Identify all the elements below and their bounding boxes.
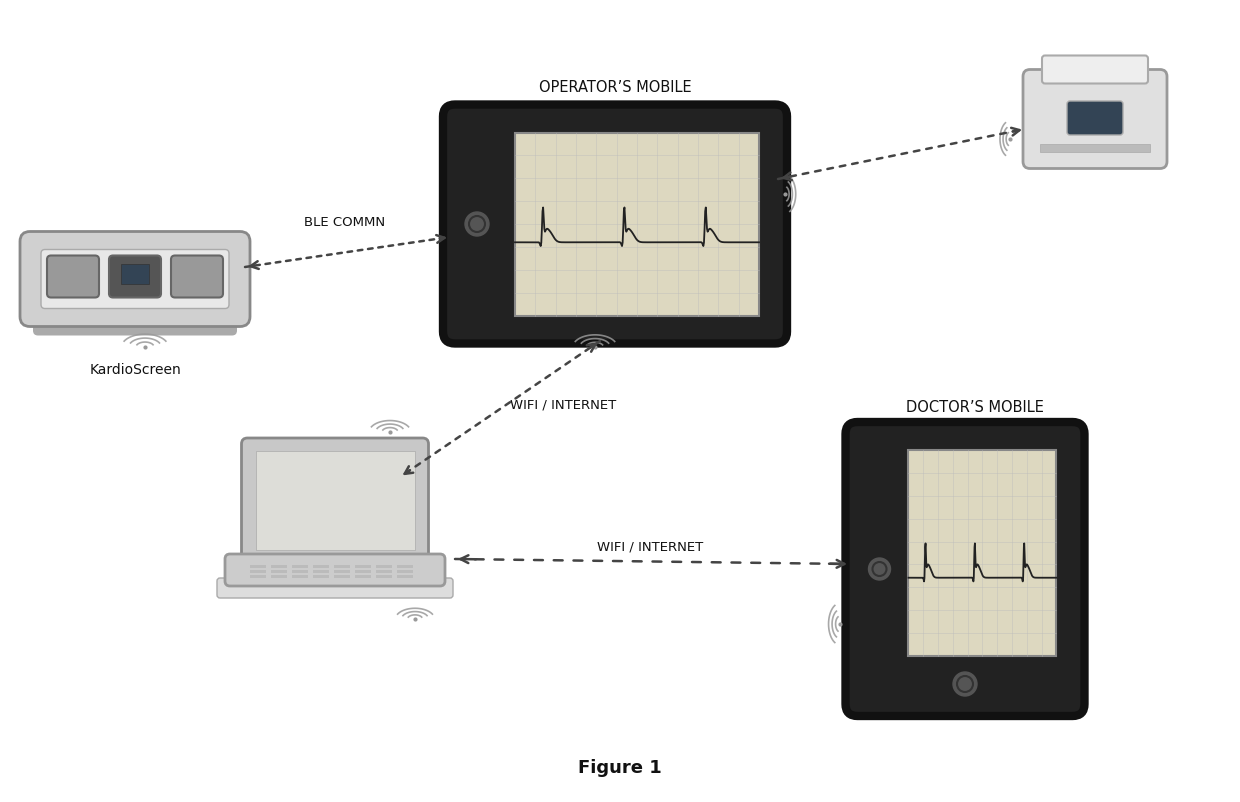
FancyBboxPatch shape bbox=[20, 233, 250, 327]
Bar bbox=[355, 570, 371, 573]
Text: Figure 1: Figure 1 bbox=[578, 758, 662, 776]
Text: WIFI / INTERNET: WIFI / INTERNET bbox=[596, 540, 703, 553]
Bar bbox=[376, 575, 392, 578]
FancyBboxPatch shape bbox=[846, 423, 1085, 716]
Bar bbox=[291, 570, 308, 573]
Bar bbox=[515, 133, 759, 316]
Bar bbox=[909, 451, 1056, 656]
Text: WIFI / INTERNET: WIFI / INTERNET bbox=[510, 398, 616, 411]
Bar bbox=[312, 565, 329, 569]
Bar bbox=[334, 570, 350, 573]
FancyBboxPatch shape bbox=[1023, 71, 1167, 169]
Text: KardioScreen: KardioScreen bbox=[89, 363, 181, 376]
Bar bbox=[312, 570, 329, 573]
FancyBboxPatch shape bbox=[224, 554, 445, 586]
Bar bbox=[255, 452, 414, 550]
Bar bbox=[355, 565, 371, 569]
Bar bbox=[122, 264, 149, 284]
Bar bbox=[272, 575, 286, 578]
Bar bbox=[1040, 144, 1149, 152]
FancyBboxPatch shape bbox=[1066, 102, 1123, 136]
FancyBboxPatch shape bbox=[217, 578, 453, 598]
Bar bbox=[272, 565, 286, 569]
Bar bbox=[376, 565, 392, 569]
Bar bbox=[250, 575, 267, 578]
FancyBboxPatch shape bbox=[1042, 56, 1148, 84]
Bar bbox=[397, 575, 413, 578]
FancyBboxPatch shape bbox=[443, 105, 787, 344]
Bar bbox=[334, 575, 350, 578]
FancyBboxPatch shape bbox=[41, 250, 229, 309]
Bar bbox=[291, 565, 308, 569]
Circle shape bbox=[868, 558, 890, 581]
Text: BLE COMMN: BLE COMMN bbox=[305, 215, 386, 229]
Bar bbox=[376, 570, 392, 573]
Text: DOCTOR’S MOBILE: DOCTOR’S MOBILE bbox=[906, 400, 1044, 415]
Bar bbox=[250, 565, 267, 569]
Bar bbox=[250, 570, 267, 573]
Bar bbox=[355, 575, 371, 578]
Bar bbox=[312, 575, 329, 578]
Bar bbox=[291, 575, 308, 578]
FancyBboxPatch shape bbox=[109, 256, 161, 298]
Circle shape bbox=[954, 672, 977, 696]
Bar bbox=[397, 565, 413, 569]
FancyBboxPatch shape bbox=[242, 439, 429, 565]
FancyBboxPatch shape bbox=[33, 304, 237, 336]
Circle shape bbox=[465, 213, 489, 237]
Bar bbox=[272, 570, 286, 573]
Text: OPERATOR’S MOBILE: OPERATOR’S MOBILE bbox=[538, 79, 692, 95]
Bar bbox=[397, 570, 413, 573]
FancyBboxPatch shape bbox=[171, 256, 223, 298]
FancyBboxPatch shape bbox=[47, 256, 99, 298]
Bar bbox=[334, 565, 350, 569]
